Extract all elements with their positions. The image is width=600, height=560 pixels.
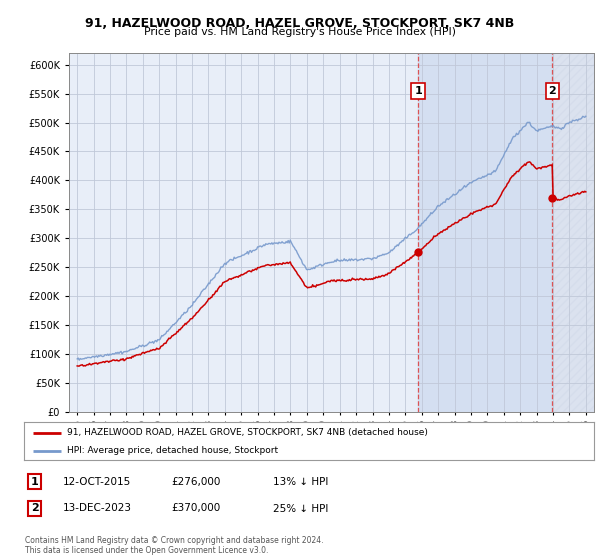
Text: 1: 1	[31, 477, 38, 487]
Text: 13% ↓ HPI: 13% ↓ HPI	[273, 477, 328, 487]
Text: Contains HM Land Registry data © Crown copyright and database right 2024.: Contains HM Land Registry data © Crown c…	[25, 536, 324, 545]
Text: HPI: Average price, detached house, Stockport: HPI: Average price, detached house, Stoc…	[67, 446, 278, 455]
Text: 13-DEC-2023: 13-DEC-2023	[63, 503, 132, 514]
Bar	[418, 53, 552, 412]
Text: Price paid vs. HM Land Registry's House Price Index (HPI): Price paid vs. HM Land Registry's House …	[144, 27, 456, 37]
Text: £370,000: £370,000	[171, 503, 220, 514]
Text: 2: 2	[548, 86, 556, 96]
Text: 25% ↓ HPI: 25% ↓ HPI	[273, 503, 328, 514]
Text: £276,000: £276,000	[171, 477, 220, 487]
Text: 1: 1	[414, 86, 422, 96]
Text: This data is licensed under the Open Government Licence v3.0.: This data is licensed under the Open Gov…	[25, 546, 269, 555]
Text: 91, HAZELWOOD ROAD, HAZEL GROVE, STOCKPORT, SK7 4NB (detached house): 91, HAZELWOOD ROAD, HAZEL GROVE, STOCKPO…	[67, 428, 428, 437]
Text: 91, HAZELWOOD ROAD, HAZEL GROVE, STOCKPORT, SK7 4NB: 91, HAZELWOOD ROAD, HAZEL GROVE, STOCKPO…	[85, 17, 515, 30]
Text: 2: 2	[31, 503, 38, 514]
Bar	[552, 53, 594, 412]
Text: 12-OCT-2015: 12-OCT-2015	[63, 477, 131, 487]
